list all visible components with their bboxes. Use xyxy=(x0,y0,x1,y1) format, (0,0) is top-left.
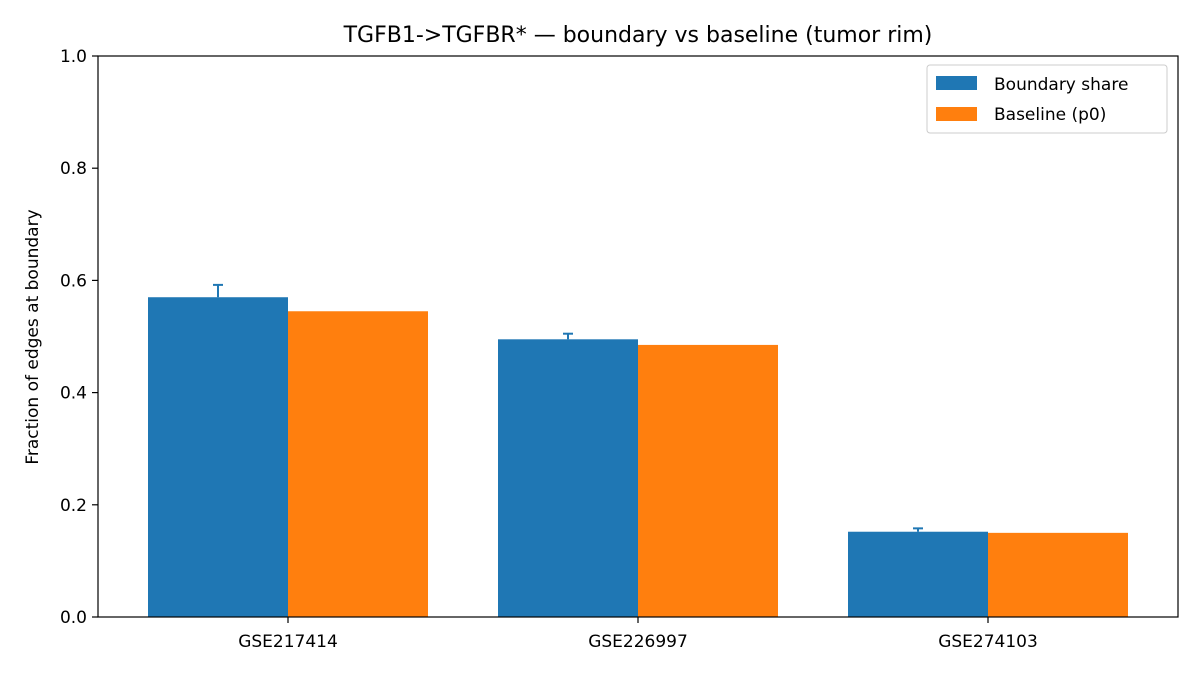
bar-boundary-GSE217414 xyxy=(148,297,288,617)
y-tick-label: 0.4 xyxy=(60,384,87,404)
bar-boundary-GSE274103 xyxy=(848,531,988,617)
x-axis: GSE217414 GSE226997 GSE274103 xyxy=(238,617,1038,652)
error-bar-GSE274103 xyxy=(913,527,923,532)
chart-title: TGFB1->TGFBR* — boundary vs baseline (tu… xyxy=(343,23,933,48)
x-tick-label: GSE217414 xyxy=(238,632,338,652)
legend-swatch-boundary xyxy=(936,76,977,90)
bars-group xyxy=(148,297,1128,617)
error-bar-GSE226997 xyxy=(563,332,573,340)
y-tick-label: 0.0 xyxy=(60,608,87,628)
legend-frame xyxy=(926,64,1168,134)
y-axis-label: Fraction of edges at boundary xyxy=(23,209,43,464)
bar-baseline-GSE217414 xyxy=(288,311,428,617)
bar-boundary-GSE226997 xyxy=(498,339,638,617)
legend: Boundary share Baseline (p0) xyxy=(926,64,1168,134)
bar-baseline-GSE274103 xyxy=(988,532,1128,617)
y-tick-label: 1.0 xyxy=(60,47,87,67)
y-axis: 0.0 0.2 0.4 0.6 0.8 1.0 xyxy=(60,47,98,628)
y-tick-label: 0.8 xyxy=(60,159,87,179)
bar-baseline-GSE226997 xyxy=(638,344,778,617)
error-bar-GSE217414 xyxy=(213,283,223,298)
x-tick-label: GSE226997 xyxy=(588,632,688,652)
legend-swatch-baseline xyxy=(936,107,977,121)
legend-label-baseline: Baseline (p0) xyxy=(994,105,1106,125)
y-tick-label: 0.2 xyxy=(60,496,87,516)
x-tick-label: GSE274103 xyxy=(938,632,1038,652)
error-bars-group xyxy=(213,283,923,532)
legend-label-boundary: Boundary share xyxy=(994,75,1128,95)
y-tick-label: 0.6 xyxy=(60,271,87,291)
